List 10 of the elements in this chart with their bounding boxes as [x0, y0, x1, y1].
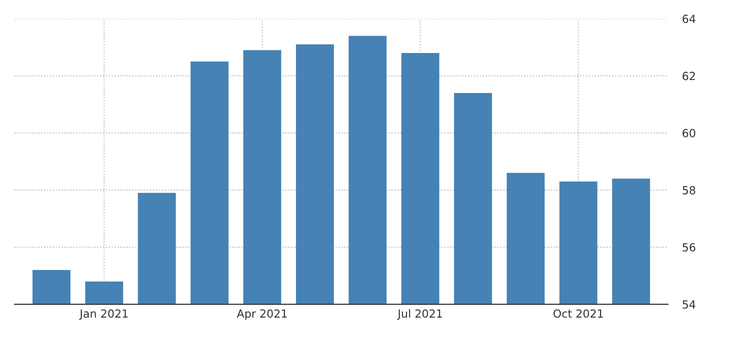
x-tick-label: Oct 2021 — [553, 309, 603, 318]
y-tick-label: 62 — [682, 72, 695, 80]
x-tick-label: Jul 2021 — [397, 309, 442, 320]
x-tick-label: Apr 2021 — [236, 309, 287, 320]
y-tick-label: 64 — [682, 14, 696, 24]
y-tick-label: 58 — [682, 186, 696, 194]
y-tick-label: 56 — [682, 243, 696, 252]
y-tick-label: 54 — [682, 300, 696, 309]
x-tick-label: Jan 2021 — [79, 309, 128, 320]
y-tick-label: 60 — [682, 128, 696, 138]
